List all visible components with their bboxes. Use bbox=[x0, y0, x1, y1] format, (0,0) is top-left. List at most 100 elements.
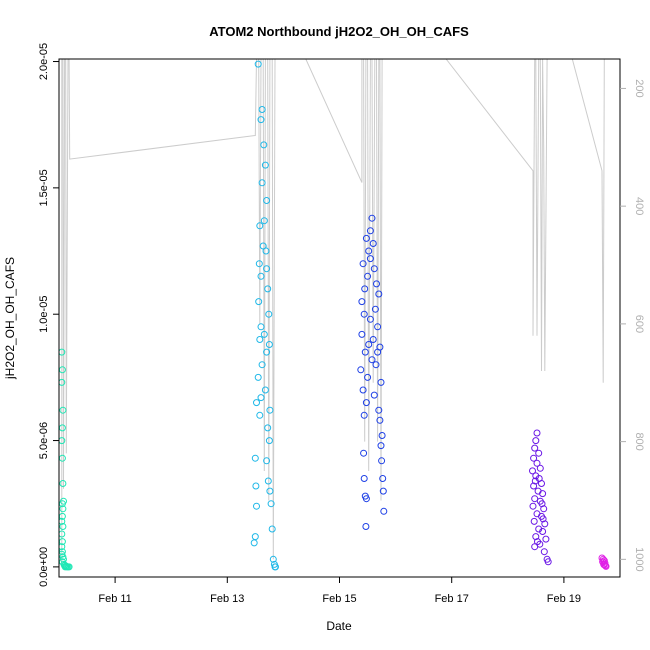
data-point bbox=[264, 285, 272, 293]
data-point bbox=[531, 477, 539, 485]
data-point bbox=[65, 563, 73, 571]
data-point bbox=[375, 406, 383, 414]
data-point bbox=[364, 272, 372, 280]
data-point bbox=[59, 505, 67, 513]
data-point bbox=[362, 495, 370, 503]
data-point bbox=[539, 528, 547, 535]
data-point bbox=[358, 298, 366, 306]
data-point bbox=[369, 240, 377, 247]
data-point bbox=[59, 424, 66, 432]
data-point bbox=[362, 234, 370, 242]
data-point bbox=[253, 502, 260, 510]
x-axis: Feb 11 Feb 13 Feb 15 Feb 17 Feb 19 bbox=[98, 577, 581, 605]
secondary-y-axis: 200 400 600 800 1000 bbox=[620, 79, 645, 572]
data-point bbox=[59, 348, 66, 356]
pressure-trace bbox=[61, 59, 605, 566]
data-point bbox=[263, 457, 271, 465]
data-point bbox=[532, 437, 540, 445]
data-point bbox=[263, 197, 271, 204]
data-point bbox=[253, 399, 260, 407]
series-2 bbox=[250, 60, 279, 571]
x-tick-label: Feb 15 bbox=[322, 593, 356, 605]
y-axis-label: jH2O2_OH_OH_CAFS bbox=[3, 257, 17, 380]
data-point bbox=[375, 290, 383, 298]
data-point bbox=[267, 500, 275, 508]
data-point bbox=[379, 475, 387, 482]
data-point bbox=[532, 533, 540, 541]
data-point bbox=[531, 444, 539, 452]
data-point bbox=[257, 272, 265, 280]
data-points bbox=[59, 60, 610, 571]
x-tick-label: Feb 19 bbox=[547, 593, 581, 605]
data-point bbox=[265, 341, 273, 348]
data-point bbox=[372, 361, 380, 369]
data-point bbox=[533, 459, 541, 467]
data-point bbox=[257, 394, 265, 402]
data-point bbox=[370, 265, 378, 273]
data-point bbox=[540, 548, 548, 556]
data-point bbox=[261, 161, 269, 169]
data-point bbox=[360, 475, 368, 482]
data-point bbox=[59, 454, 66, 462]
data-point bbox=[59, 366, 66, 374]
data-point bbox=[536, 464, 544, 472]
data-point bbox=[269, 555, 277, 563]
series-1 bbox=[59, 348, 73, 571]
data-point bbox=[368, 214, 376, 222]
data-point bbox=[260, 217, 268, 225]
data-point bbox=[264, 477, 272, 485]
data-point bbox=[378, 457, 386, 465]
y2-tick-label: 200 bbox=[633, 79, 645, 97]
series-3 bbox=[357, 214, 388, 530]
data-point bbox=[541, 520, 549, 528]
data-point bbox=[539, 490, 547, 498]
series-4 bbox=[529, 429, 552, 566]
x-tick-label: Feb 13 bbox=[210, 593, 244, 605]
data-point bbox=[59, 523, 67, 530]
data-point bbox=[266, 406, 274, 414]
data-point bbox=[257, 323, 265, 331]
data-point bbox=[61, 563, 69, 571]
y2-tick-label: 1000 bbox=[633, 547, 645, 571]
data-point bbox=[358, 330, 366, 338]
data-point bbox=[59, 480, 67, 487]
data-point bbox=[251, 533, 259, 541]
y-tick-label: 5.0e-06 bbox=[38, 422, 50, 459]
data-point bbox=[368, 356, 376, 364]
data-point bbox=[531, 495, 539, 503]
data-point bbox=[361, 285, 369, 293]
data-point bbox=[252, 482, 260, 490]
pressure-line bbox=[61, 59, 605, 566]
data-point bbox=[265, 437, 273, 445]
data-point bbox=[258, 361, 266, 369]
data-point bbox=[260, 330, 268, 338]
data-point bbox=[59, 543, 66, 551]
data-point bbox=[263, 265, 271, 273]
data-point bbox=[250, 539, 258, 547]
data-point bbox=[255, 260, 263, 268]
data-point bbox=[265, 310, 273, 318]
data-point bbox=[364, 373, 372, 381]
data-point bbox=[59, 517, 66, 525]
series-5 bbox=[598, 554, 610, 570]
data-point bbox=[534, 538, 541, 546]
data-point bbox=[377, 378, 385, 386]
data-point bbox=[256, 411, 264, 419]
y-tick-label: 0.0e+00 bbox=[38, 547, 50, 587]
data-point bbox=[377, 442, 385, 450]
data-point bbox=[542, 535, 550, 543]
data-point bbox=[360, 449, 368, 457]
y2-tick-label: 400 bbox=[633, 197, 645, 215]
x-tick-label: Feb 17 bbox=[435, 593, 469, 605]
y-tick-label: 1.5e-05 bbox=[38, 169, 50, 206]
data-point bbox=[373, 280, 380, 288]
data-point bbox=[530, 482, 538, 490]
data-point bbox=[544, 558, 552, 566]
data-point bbox=[365, 341, 373, 348]
data-point bbox=[59, 437, 66, 445]
data-point bbox=[254, 60, 262, 68]
data-point bbox=[264, 424, 272, 432]
y2-tick-label: 800 bbox=[633, 432, 645, 450]
data-point bbox=[362, 523, 370, 530]
data-point bbox=[366, 227, 374, 235]
